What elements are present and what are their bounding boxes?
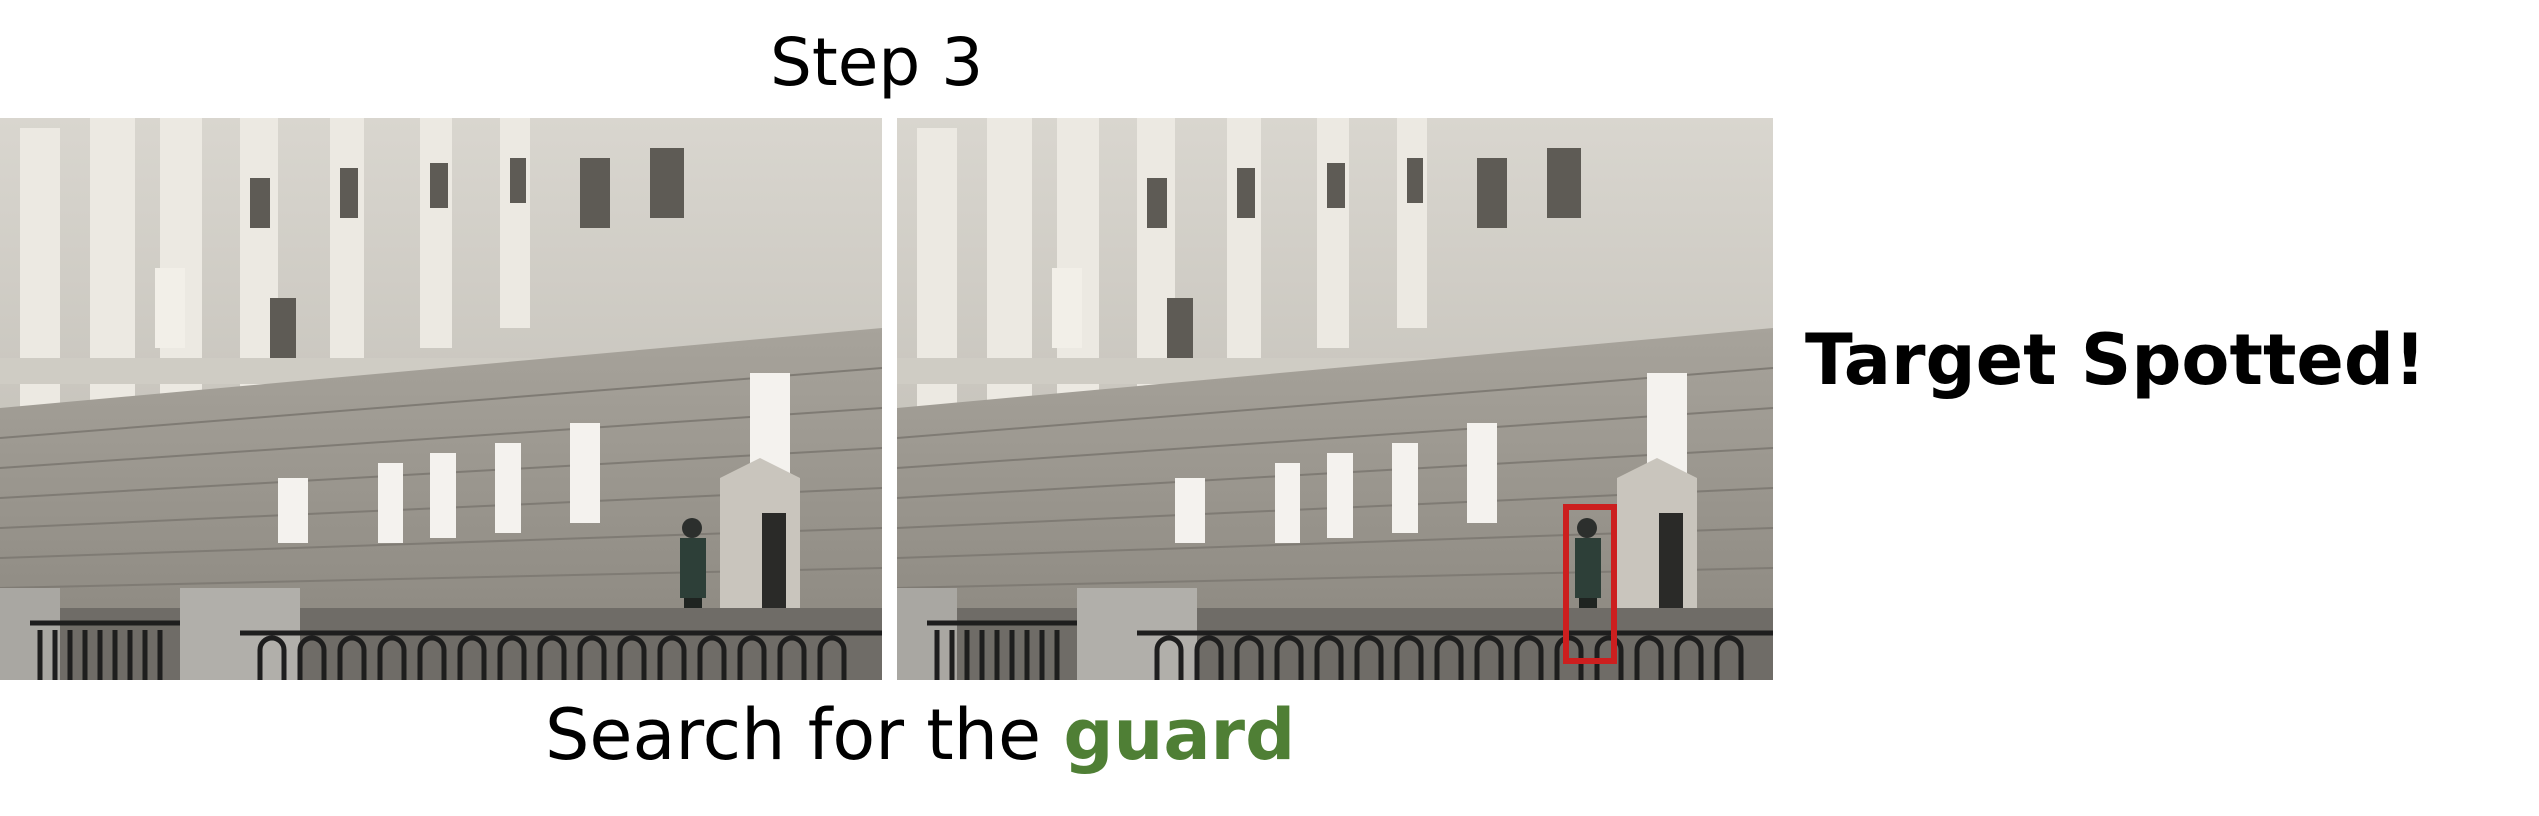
search-image-panel bbox=[0, 118, 882, 680]
palace-photo-detected bbox=[897, 118, 1773, 680]
result-image-panel bbox=[897, 118, 1773, 680]
status-message: Target Spotted! bbox=[1805, 319, 2426, 401]
caption-keyword: guard bbox=[1063, 694, 1296, 776]
palace-photo-original bbox=[0, 118, 882, 680]
caption-prefix: Search for the bbox=[545, 694, 1064, 776]
step-title: Step 3 bbox=[770, 24, 984, 101]
detection-bounding-box bbox=[1563, 504, 1617, 664]
search-caption: Search for the guard bbox=[545, 700, 1295, 770]
